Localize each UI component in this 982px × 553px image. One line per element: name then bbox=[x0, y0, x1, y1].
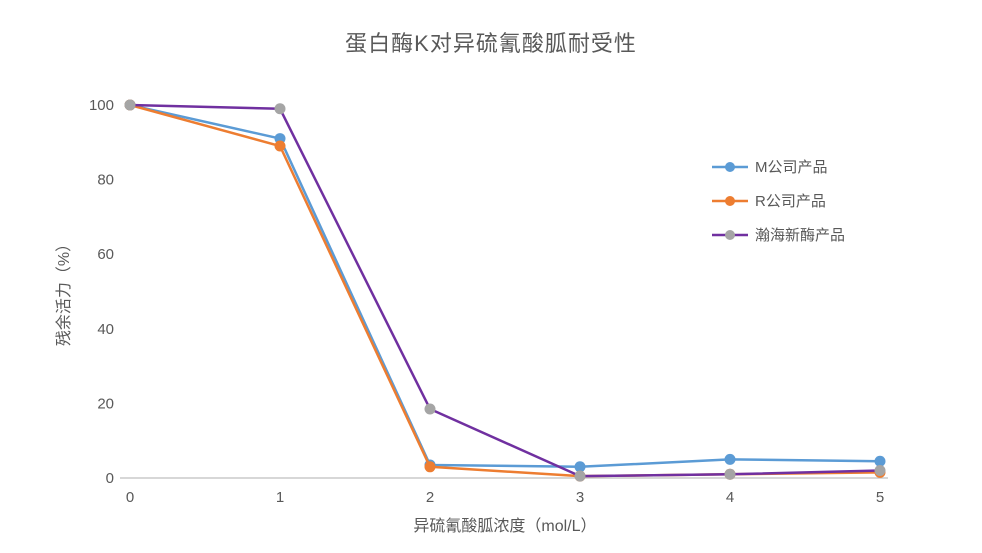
legend-item-0: M公司产品 bbox=[712, 156, 845, 177]
x-tick-label: 3 bbox=[576, 489, 584, 506]
x-tick-label: 4 bbox=[726, 489, 734, 506]
series-line-0 bbox=[128, 103, 882, 469]
legend-label: R公司产品 bbox=[755, 193, 826, 210]
chart-legend: M公司产品 R公司产品瀚海新酶产品 bbox=[712, 156, 845, 245]
legend-marker-icon bbox=[712, 161, 748, 172]
y-tick-label: 0 bbox=[106, 470, 114, 487]
series-marker-0 bbox=[724, 453, 736, 465]
series-marker-2 bbox=[124, 99, 136, 111]
series-marker-0 bbox=[574, 461, 586, 473]
series-marker-1 bbox=[274, 140, 286, 152]
chart-title: 蛋白酶K对异硫氰酸胍耐受性 bbox=[345, 31, 637, 56]
series-marker-2 bbox=[724, 468, 736, 480]
x-tick-label: 1 bbox=[276, 489, 284, 506]
y-tick-label: 80 bbox=[97, 172, 114, 189]
y-tick-label: 20 bbox=[97, 395, 114, 412]
x-tick-label: 0 bbox=[126, 489, 134, 506]
series-marker-1 bbox=[424, 461, 436, 473]
series-line-2 bbox=[128, 103, 882, 478]
legend-marker-icon bbox=[712, 229, 748, 240]
legend-item-2: 瀚海新酶产品 bbox=[712, 224, 845, 245]
y-tick-label: 60 bbox=[97, 246, 114, 263]
series-marker-2 bbox=[424, 403, 436, 415]
x-tick-label: 2 bbox=[426, 489, 434, 506]
x-tick-label: 5 bbox=[876, 489, 884, 506]
y-tick-label: 40 bbox=[97, 321, 114, 338]
legend-marker-icon bbox=[712, 195, 748, 206]
series-marker-2 bbox=[574, 470, 586, 482]
series-marker-2 bbox=[274, 103, 286, 115]
series-marker-2 bbox=[874, 465, 886, 477]
x-axis-title: 异硫氰酸胍浓度（mol/L） bbox=[413, 518, 597, 535]
legend-label: M公司产品 bbox=[755, 159, 828, 176]
series-marker-0 bbox=[874, 455, 886, 467]
y-tick-label: 100 bbox=[89, 97, 114, 114]
legend-item-1: R公司产品 bbox=[712, 190, 845, 211]
legend-label: 瀚海新酶产品 bbox=[755, 227, 846, 244]
